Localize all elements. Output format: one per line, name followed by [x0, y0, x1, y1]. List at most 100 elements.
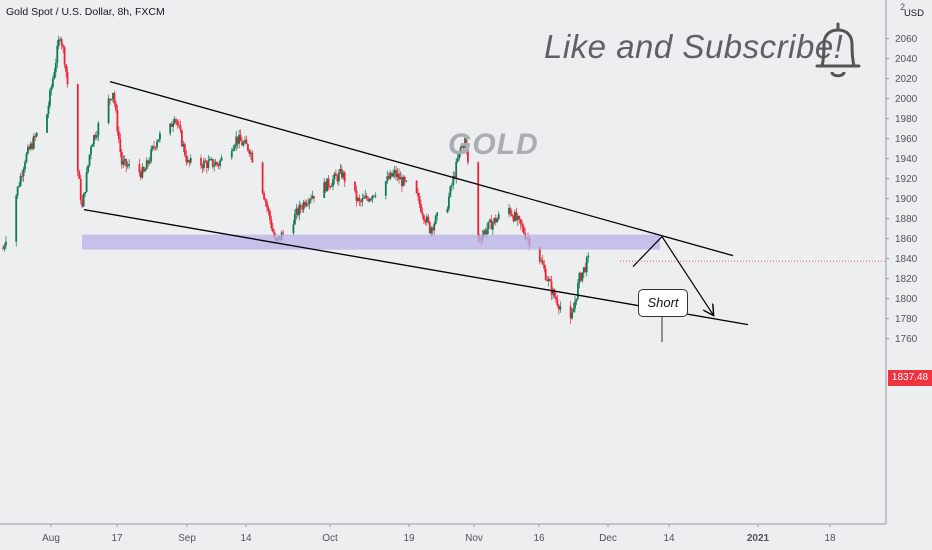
candle-body: [513, 211, 516, 221]
candle-body: [78, 171, 81, 179]
candle-body: [172, 123, 175, 127]
candle-body: [201, 165, 204, 169]
candle-body: [430, 227, 433, 234]
candle-body: [509, 208, 512, 215]
candle-body: [340, 169, 343, 178]
candle-body: [97, 123, 100, 136]
candle-body: [323, 182, 326, 198]
time-tick-label: 14: [663, 533, 675, 544]
candle-body: [483, 230, 485, 235]
candle-body: [547, 279, 550, 281]
price-tick-label: 2020: [895, 74, 918, 85]
time-tick-label: 2021: [747, 533, 770, 544]
candle-body: [200, 158, 202, 166]
gold-watermark: GOLD: [448, 128, 539, 161]
candle-body: [337, 172, 340, 182]
candle-body: [459, 147, 462, 152]
candle-body: [88, 154, 91, 166]
candle-body: [239, 134, 242, 142]
candle-body: [232, 148, 235, 151]
candle-body: [53, 72, 56, 79]
candle-body: [508, 208, 510, 215]
candle-body: [401, 177, 403, 187]
candle-body: [491, 222, 494, 230]
candle-body: [145, 160, 148, 170]
candle-body: [465, 138, 468, 150]
candle-body: [94, 135, 97, 138]
time-tick-label: 16: [533, 533, 545, 544]
candles-layer: [2, 35, 590, 324]
price-tick-label: 1860: [895, 234, 918, 245]
candle-body: [203, 160, 205, 169]
candle-body: [141, 167, 144, 178]
candle-body: [450, 185, 453, 187]
price-tick-label: 1820: [895, 274, 918, 285]
candle-body: [578, 273, 581, 283]
candle-body: [512, 215, 515, 221]
candle-body: [354, 181, 356, 191]
candle-body: [587, 255, 590, 258]
candle-body: [189, 158, 192, 163]
candle-body: [417, 193, 419, 197]
candle-body: [107, 98, 110, 124]
candle-body: [85, 172, 88, 192]
candle-body: [282, 232, 285, 234]
candle-body: [125, 159, 128, 167]
candle-body: [389, 172, 392, 179]
candle-body: [549, 279, 551, 282]
candle-body: [248, 150, 251, 154]
candle-body: [112, 92, 114, 100]
symbol-title[interactable]: Gold Spot / U.S. Dollar, 8h, FXCM: [6, 6, 165, 18]
candle-body: [577, 282, 579, 299]
candle-body: [178, 124, 180, 126]
candle-body: [269, 210, 271, 220]
candle-body: [19, 175, 22, 186]
candle-body: [120, 151, 123, 165]
candle-body: [216, 162, 219, 165]
candle-body: [521, 224, 524, 227]
price-axis[interactable]: 2060 2040 2020 2000 1980 1960 1940 1920 1900 1880…: [886, 34, 918, 345]
price-tick-label: 1900: [895, 194, 918, 205]
candle-body: [335, 173, 337, 176]
candle-body: [584, 267, 587, 273]
candle-body: [396, 173, 399, 177]
candle-body: [241, 141, 243, 146]
candle-body: [433, 224, 436, 231]
time-tick-label: 18: [824, 533, 836, 544]
candle-body: [393, 170, 396, 174]
projection-down: [661, 236, 713, 315]
candle-body: [384, 181, 387, 196]
candle-body: [293, 213, 296, 225]
candle-body: [176, 121, 179, 125]
candle-body: [496, 218, 499, 223]
candle-body: [51, 78, 54, 87]
candle-body: [555, 296, 557, 300]
candle-body: [15, 195, 18, 242]
candle-body: [556, 299, 559, 306]
candle-body: [205, 162, 208, 168]
candle-body: [31, 143, 34, 149]
lower-trendline: [83, 208, 749, 326]
candle-body: [169, 123, 172, 134]
candle-body: [453, 175, 456, 178]
candle-body: [387, 176, 390, 179]
candle-body: [298, 204, 301, 216]
candle-body: [571, 312, 573, 319]
candle-body: [207, 160, 210, 168]
candle-body: [25, 153, 28, 163]
candle-body: [395, 170, 397, 177]
candle-body: [361, 198, 364, 202]
currency-label[interactable]: USD: [903, 8, 924, 19]
candle-body: [304, 201, 307, 206]
candle-body: [148, 161, 151, 164]
candle-body: [358, 197, 361, 202]
candle-body: [186, 160, 189, 163]
time-axis[interactable]: Aug 17 Sep 14 Oct 19 Nov 16 Dec 14 2021 18: [42, 524, 836, 544]
candle-body: [301, 208, 304, 210]
candle-body: [339, 169, 342, 173]
candle-body: [151, 146, 154, 150]
candle-body: [332, 179, 334, 187]
candle-body: [405, 180, 408, 182]
candle-body: [518, 216, 521, 220]
